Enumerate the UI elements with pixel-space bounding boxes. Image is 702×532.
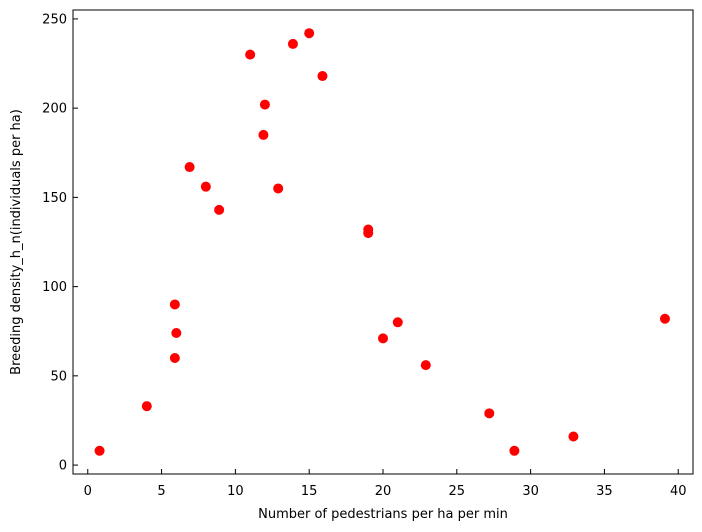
data-point bbox=[169, 299, 180, 310]
y-axis: 0 50 100 150 200 250 bbox=[42, 12, 78, 474]
data-point bbox=[317, 71, 328, 82]
data-point bbox=[378, 333, 388, 344]
data-point bbox=[509, 445, 520, 456]
data-point bbox=[141, 401, 152, 412]
data-point bbox=[200, 181, 211, 192]
y-tick-label: 50 bbox=[50, 369, 67, 384]
data-point bbox=[273, 183, 284, 194]
y-tick-label: 200 bbox=[42, 102, 67, 117]
x-tick-label: 0 bbox=[84, 484, 92, 499]
data-point bbox=[258, 129, 269, 140]
y-tick-label: 100 bbox=[42, 280, 67, 295]
data-point bbox=[214, 204, 225, 215]
x-tick-label: 15 bbox=[301, 484, 318, 499]
data-point bbox=[392, 317, 403, 328]
x-tick-label: 25 bbox=[449, 484, 466, 499]
data-point bbox=[304, 28, 315, 39]
data-point bbox=[245, 49, 256, 60]
x-tick-label: 20 bbox=[375, 484, 392, 499]
plot-area bbox=[72, 9, 694, 475]
data-point bbox=[659, 313, 670, 324]
y-tick-label: 150 bbox=[42, 191, 67, 206]
data-point bbox=[94, 445, 105, 456]
data-points bbox=[94, 28, 670, 456]
data-point bbox=[363, 228, 374, 239]
data-point bbox=[484, 408, 495, 419]
x-axis: 0 5 10 15 20 25 30 35 40 bbox=[84, 469, 687, 499]
data-point bbox=[259, 99, 270, 110]
data-point bbox=[420, 360, 431, 371]
y-tick-label: 0 bbox=[59, 459, 67, 474]
data-point bbox=[169, 353, 180, 363]
data-point bbox=[287, 38, 298, 49]
x-tick-label: 35 bbox=[596, 484, 613, 499]
x-tick-label: 5 bbox=[157, 484, 165, 499]
x-tick-label: 30 bbox=[522, 484, 539, 499]
data-point bbox=[184, 162, 195, 173]
x-axis-label: Number of pedestrians per ha per min bbox=[258, 507, 508, 522]
y-axis-label: Breeding density_h_n(individuals per ha) bbox=[9, 109, 24, 375]
x-tick-label: 10 bbox=[227, 484, 244, 499]
data-point bbox=[568, 431, 579, 442]
y-tick-label: 250 bbox=[42, 12, 67, 27]
x-tick-label: 40 bbox=[670, 484, 687, 499]
data-point bbox=[171, 328, 182, 339]
